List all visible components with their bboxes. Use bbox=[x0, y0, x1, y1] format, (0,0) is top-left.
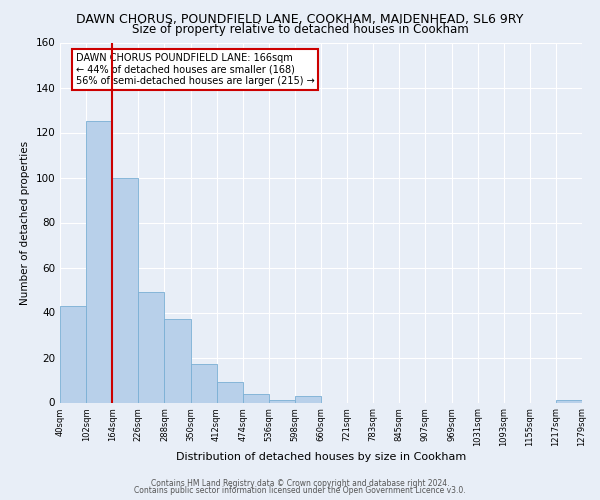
Bar bbox=[164, 319, 191, 402]
Bar bbox=[139, 292, 164, 403]
Text: Contains HM Land Registry data © Crown copyright and database right 2024.: Contains HM Land Registry data © Crown c… bbox=[151, 478, 449, 488]
X-axis label: Distribution of detached houses by size in Cookham: Distribution of detached houses by size … bbox=[176, 452, 466, 462]
Bar bbox=[295, 396, 321, 402]
Text: Size of property relative to detached houses in Cookham: Size of property relative to detached ho… bbox=[131, 22, 469, 36]
Bar bbox=[60, 306, 86, 402]
Bar bbox=[191, 364, 217, 403]
Text: Contains public sector information licensed under the Open Government Licence v3: Contains public sector information licen… bbox=[134, 486, 466, 495]
Y-axis label: Number of detached properties: Number of detached properties bbox=[20, 140, 30, 304]
Bar bbox=[217, 382, 243, 402]
Text: DAWN CHORUS, POUNDFIELD LANE, COOKHAM, MAIDENHEAD, SL6 9RY: DAWN CHORUS, POUNDFIELD LANE, COOKHAM, M… bbox=[76, 12, 524, 26]
Text: DAWN CHORUS POUNDFIELD LANE: 166sqm
← 44% of detached houses are smaller (168)
5: DAWN CHORUS POUNDFIELD LANE: 166sqm ← 44… bbox=[76, 54, 314, 86]
Bar bbox=[556, 400, 582, 402]
Bar bbox=[242, 394, 269, 402]
Bar bbox=[86, 121, 112, 402]
Bar bbox=[112, 178, 139, 402]
Bar bbox=[269, 400, 295, 402]
